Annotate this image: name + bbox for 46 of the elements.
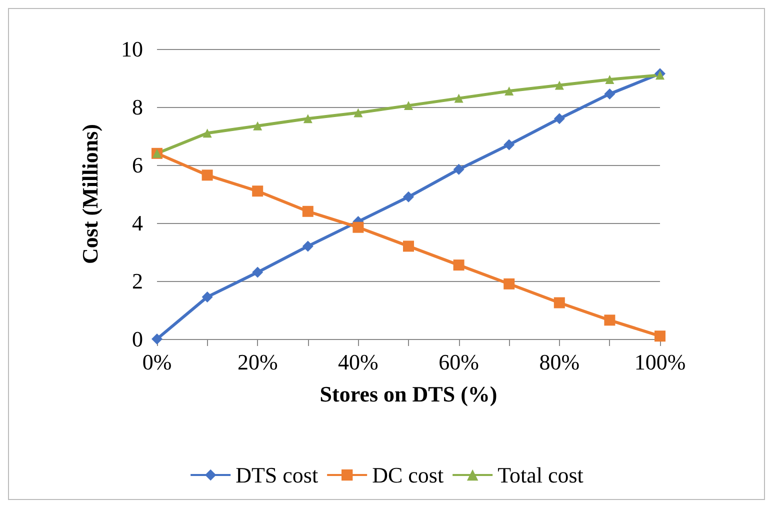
point	[303, 114, 312, 124]
legend-label: DC cost	[372, 462, 444, 488]
point	[302, 240, 314, 252]
point	[403, 191, 414, 202]
point	[404, 101, 413, 110]
y-tick-label: 6	[132, 152, 143, 178]
x-tick-label: 40%	[338, 350, 378, 374]
point	[252, 186, 264, 197]
point	[454, 94, 464, 103]
y-axis-title: Cost (Millions)	[78, 124, 102, 264]
point	[554, 80, 564, 90]
y-tick-label: 8	[132, 94, 143, 120]
point	[453, 260, 464, 271]
point	[656, 70, 664, 80]
point	[252, 266, 264, 278]
point	[354, 108, 363, 118]
point	[504, 139, 515, 150]
point	[152, 334, 162, 344]
point	[302, 206, 314, 217]
point	[504, 278, 515, 290]
y-tick-label: 0	[132, 326, 143, 352]
y-tick-label: 4	[132, 210, 143, 236]
legend-label: DTS cost	[236, 462, 318, 488]
legend-label: Total cost	[498, 462, 584, 488]
point	[504, 86, 514, 96]
point	[352, 222, 364, 233]
x-tick-label: 0%	[142, 350, 172, 374]
point	[403, 240, 414, 252]
point	[604, 88, 616, 100]
x-axis-title: Stores on DTS (%)	[320, 382, 498, 406]
point	[202, 291, 213, 302]
point	[605, 74, 614, 84]
x-tick-label: 100%	[634, 350, 686, 374]
point	[654, 330, 666, 342]
x-tick-label: 60%	[438, 350, 479, 374]
point	[604, 314, 616, 326]
x-tick-label: 20%	[237, 350, 278, 374]
point	[253, 121, 262, 130]
y-tick-label: 2	[132, 268, 143, 294]
point	[554, 113, 565, 124]
point	[202, 170, 213, 181]
x-tick-label: 80%	[539, 350, 580, 374]
point	[202, 128, 212, 138]
y-tick-label: 10	[121, 36, 143, 62]
point	[453, 164, 464, 175]
point	[554, 297, 565, 308]
